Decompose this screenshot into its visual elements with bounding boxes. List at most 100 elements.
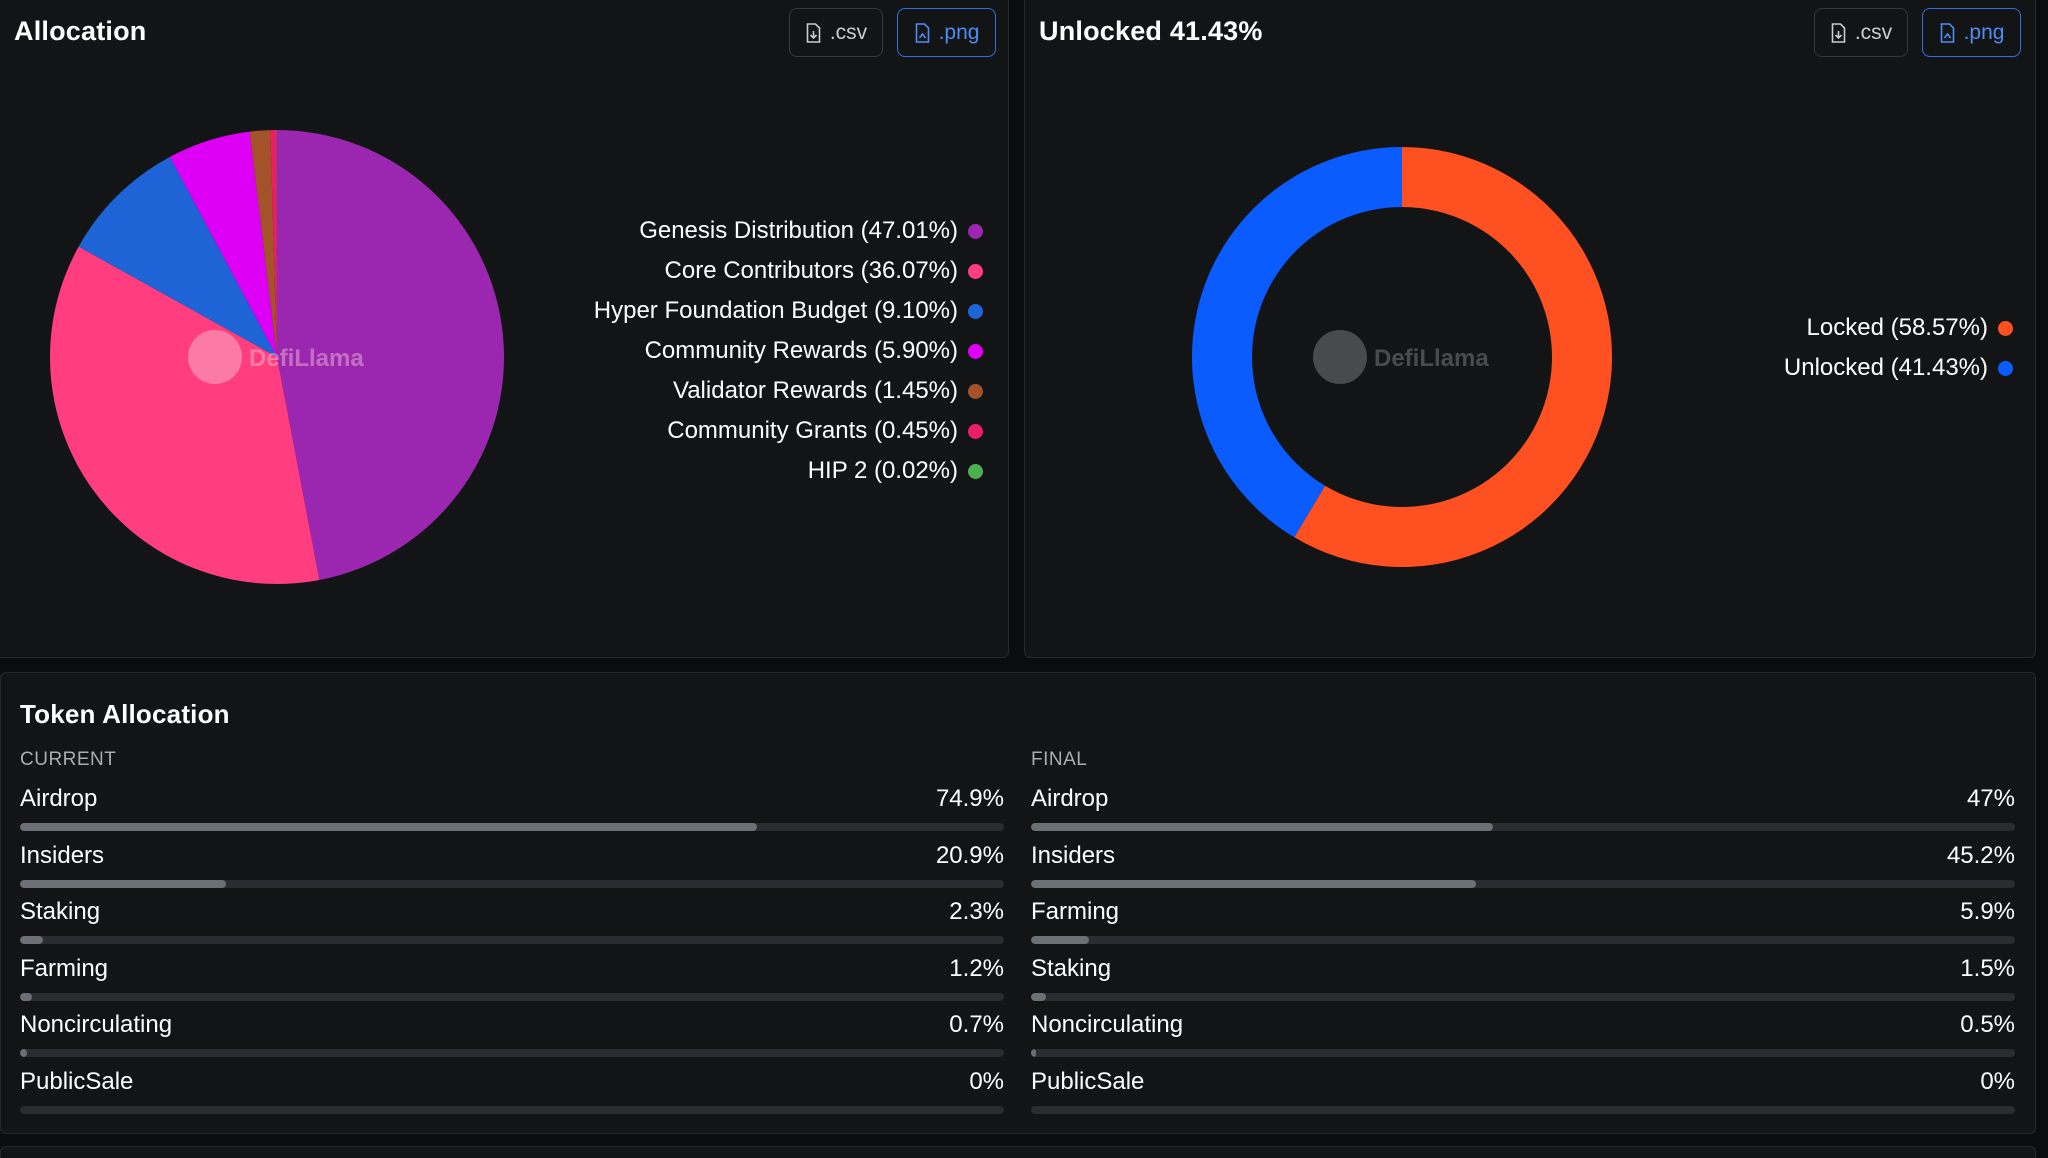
- allocation-row-name: Farming: [1031, 898, 1120, 926]
- allocation-row-name: PublicSale: [1031, 1068, 1145, 1095]
- pie-slice-community-grants: [270, 130, 277, 357]
- progress-fill: [1031, 936, 1090, 945]
- progress-track: [20, 879, 1004, 888]
- allocation-csv-button[interactable]: .csv: [789, 8, 883, 57]
- legend-label: Hyper Foundation Budget (9.10%): [593, 297, 958, 324]
- allocation-row-percent: 2.3%: [949, 898, 1004, 926]
- allocation-row-percent: 5.9%: [1960, 898, 2015, 926]
- allocation-row-percent: 20.9%: [935, 841, 1004, 869]
- allocation-row-percent: 47%: [1966, 785, 2015, 812]
- legend-dot-icon: [968, 223, 983, 239]
- allocation-row-name: Insiders: [1031, 841, 1116, 869]
- defillama-watermark: DefiLlama: [1313, 330, 1489, 384]
- llama-logo-icon: [1313, 330, 1367, 384]
- legend-item[interactable]: Hyper Foundation Budget (9.10%): [594, 297, 983, 325]
- file-download-icon: [1831, 22, 1846, 43]
- allocation-row: Noncirculating 0.5%: [1031, 1011, 2015, 1059]
- progress-fill: [20, 879, 226, 888]
- legend-label: Locked (58.57%): [1806, 314, 1988, 341]
- legend-item[interactable]: HIP 2 (0.02%): [808, 457, 983, 485]
- allocation-row-name: Airdrop: [20, 785, 98, 812]
- token-allocation-title: Token Allocation: [20, 699, 230, 729]
- progress-track: [1031, 1049, 2015, 1058]
- unlock-csv-button[interactable]: .csv: [1814, 8, 1908, 57]
- legend-item[interactable]: Unlocked (41.43%): [1784, 354, 2013, 382]
- allocation-row-percent: 0.7%: [949, 1011, 1004, 1039]
- allocation-row-percent: 1.2%: [949, 954, 1004, 982]
- legend-item[interactable]: Community Grants (0.45%): [667, 417, 983, 445]
- progress-fill: [1031, 992, 1046, 1001]
- allocation-row: Farming 5.9%: [1031, 898, 2015, 946]
- progress-track: [20, 992, 1004, 1001]
- allocation-row-name: Farming: [20, 954, 109, 982]
- csv-label: .csv: [829, 20, 868, 44]
- pie-slice-core-contributors: [50, 246, 320, 584]
- legend-item[interactable]: Locked (58.57%): [1807, 314, 2013, 342]
- legend-item[interactable]: Core Contributors (36.07%): [665, 257, 983, 285]
- allocation-row-percent: 1.5%: [1960, 954, 2015, 982]
- legend-dot-icon: [1998, 320, 2013, 336]
- file-image-icon: [915, 22, 929, 43]
- pie-slice-genesis-distribution: [277, 130, 504, 581]
- file-download-icon: [806, 22, 821, 43]
- progress-track: [1031, 879, 2015, 888]
- llama-logo-icon: [188, 330, 242, 384]
- legend-label: Genesis Distribution (47.01%): [639, 217, 958, 244]
- allocation-row: Farming 1.2%: [20, 955, 1004, 1003]
- pie-slice-community-rewards: [169, 131, 277, 357]
- next-card: [0, 1146, 2036, 1158]
- allocation-row: Insiders 20.9%: [20, 842, 1004, 890]
- progress-fill: [20, 823, 758, 831]
- allocation-row: Airdrop 47%: [1031, 785, 2015, 833]
- legend-label: Community Rewards (5.90%): [644, 337, 958, 364]
- allocation-row: PublicSale 0%: [20, 1068, 1004, 1116]
- legend-label: Validator Rewards (1.45%): [672, 377, 958, 404]
- allocation-png-button[interactable]: .png: [897, 8, 996, 57]
- progress-track: [1031, 936, 2015, 945]
- allocation-row-percent: 0%: [969, 1068, 1004, 1095]
- legend-label: Core Contributors (36.07%): [664, 257, 958, 284]
- legend-label: HIP 2 (0.02%): [807, 457, 958, 484]
- allocation-row-name: PublicSale: [20, 1068, 134, 1095]
- allocation-row-name: Staking: [1031, 954, 1112, 982]
- defillama-watermark: DefiLlama: [188, 330, 364, 384]
- legend-dot-icon: [968, 423, 983, 439]
- unlock-png-button[interactable]: .png: [1922, 8, 2021, 57]
- allocation-row: PublicSale 0%: [1031, 1068, 2015, 1116]
- token-allocation-card: Token Allocation CURRENT FINAL Airdrop 74…: [0, 672, 2036, 1134]
- allocation-card: Allocation .csv .png DefiLlama Genesis D…: [0, 0, 1009, 658]
- progress-fill: [1031, 823, 1494, 831]
- legend-item[interactable]: Community Rewards (5.90%): [645, 337, 983, 365]
- allocation-row-name: Insiders: [20, 841, 105, 869]
- unlock-legend: Locked (58.57%) Unlocked (41.43%): [1025, 0, 2013, 595]
- legend-dot-icon: [968, 263, 983, 279]
- legend-item[interactable]: Validator Rewards (1.45%): [673, 377, 983, 405]
- legend-dot-icon: [968, 343, 983, 359]
- progress-track: [20, 1106, 1004, 1114]
- legend-label: Unlocked (41.43%): [1783, 354, 1988, 381]
- allocation-row: Noncirculating 0.7%: [20, 1011, 1004, 1059]
- watermark-text: DefiLlama: [1374, 345, 1489, 372]
- progress-track: [20, 1049, 1004, 1058]
- pie-slice-hyper-foundation-budget: [78, 156, 277, 357]
- legend-item[interactable]: Genesis Distribution (47.01%): [639, 217, 983, 245]
- allocation-row: Staking 1.5%: [1031, 955, 2015, 1003]
- unlock-title: Unlocked 41.43%: [1039, 16, 1263, 46]
- progress-track: [1031, 992, 2015, 1001]
- progress-fill: [1031, 1049, 1036, 1058]
- allocation-row-percent: 0%: [1980, 1068, 2015, 1095]
- allocation-row-percent: 74.9%: [935, 785, 1004, 812]
- legend-dot-icon: [968, 463, 983, 479]
- legend-dot-icon: [968, 383, 983, 399]
- allocation-row-percent: 45.2%: [1946, 841, 2015, 869]
- progress-track: [20, 936, 1004, 945]
- allocation-title: Allocation: [14, 16, 147, 46]
- allocation-legend: Genesis Distribution (47.01%) Core Contri…: [0, 0, 983, 595]
- csv-label: .csv: [1854, 20, 1893, 44]
- file-image-icon: [1940, 22, 1954, 43]
- legend-label: Community Grants (0.45%): [667, 417, 958, 444]
- legend-dot-icon: [1998, 360, 2013, 376]
- watermark-text: DefiLlama: [249, 345, 364, 372]
- progress-track: [1031, 1106, 2015, 1114]
- donut-slice-unlocked: [1192, 147, 1402, 538]
